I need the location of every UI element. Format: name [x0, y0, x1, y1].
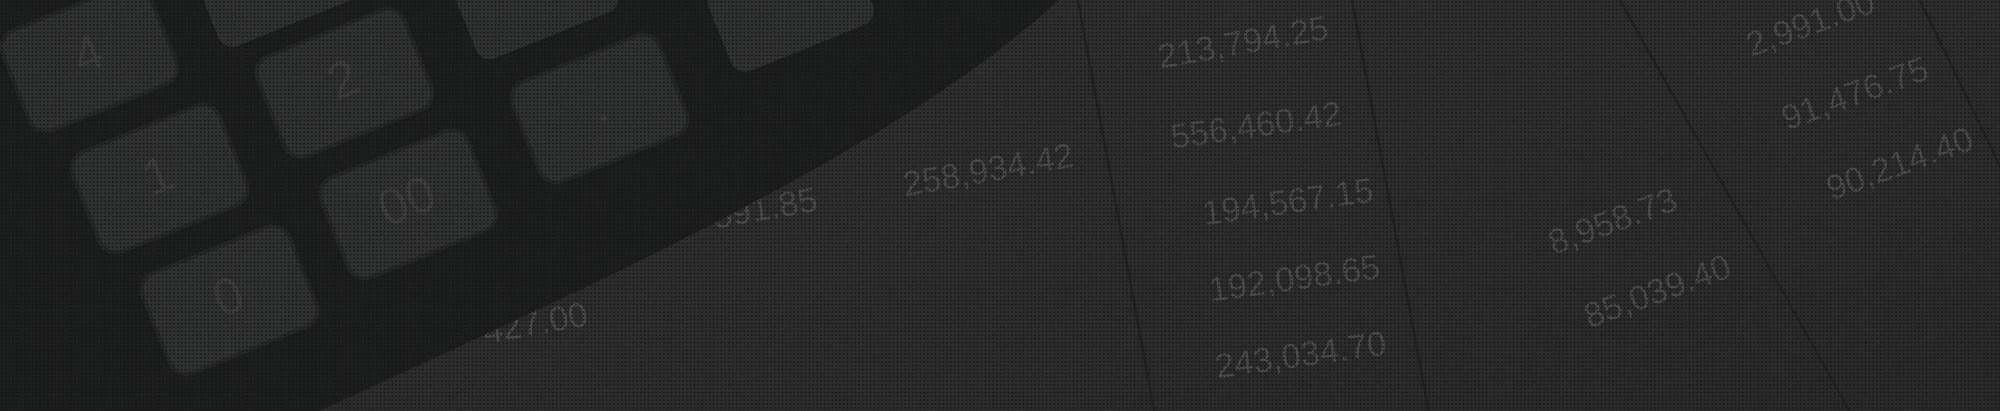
page: 213,794.25556,460.42258,934.42194,567.15…: [0, 0, 2000, 411]
dot-overlay: [0, 0, 2000, 411]
banner-photo: 213,794.25556,460.42258,934.42194,567.15…: [0, 0, 2000, 411]
